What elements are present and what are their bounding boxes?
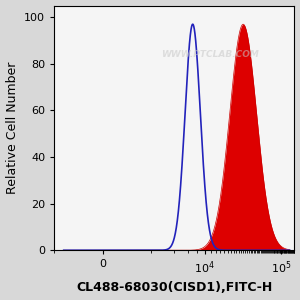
Y-axis label: Relative Cell Number: Relative Cell Number: [6, 62, 19, 194]
X-axis label: CL488-68030(CISD1),FITC-H: CL488-68030(CISD1),FITC-H: [76, 281, 272, 294]
Text: WWW.PTCLAB.COM: WWW.PTCLAB.COM: [161, 50, 259, 59]
